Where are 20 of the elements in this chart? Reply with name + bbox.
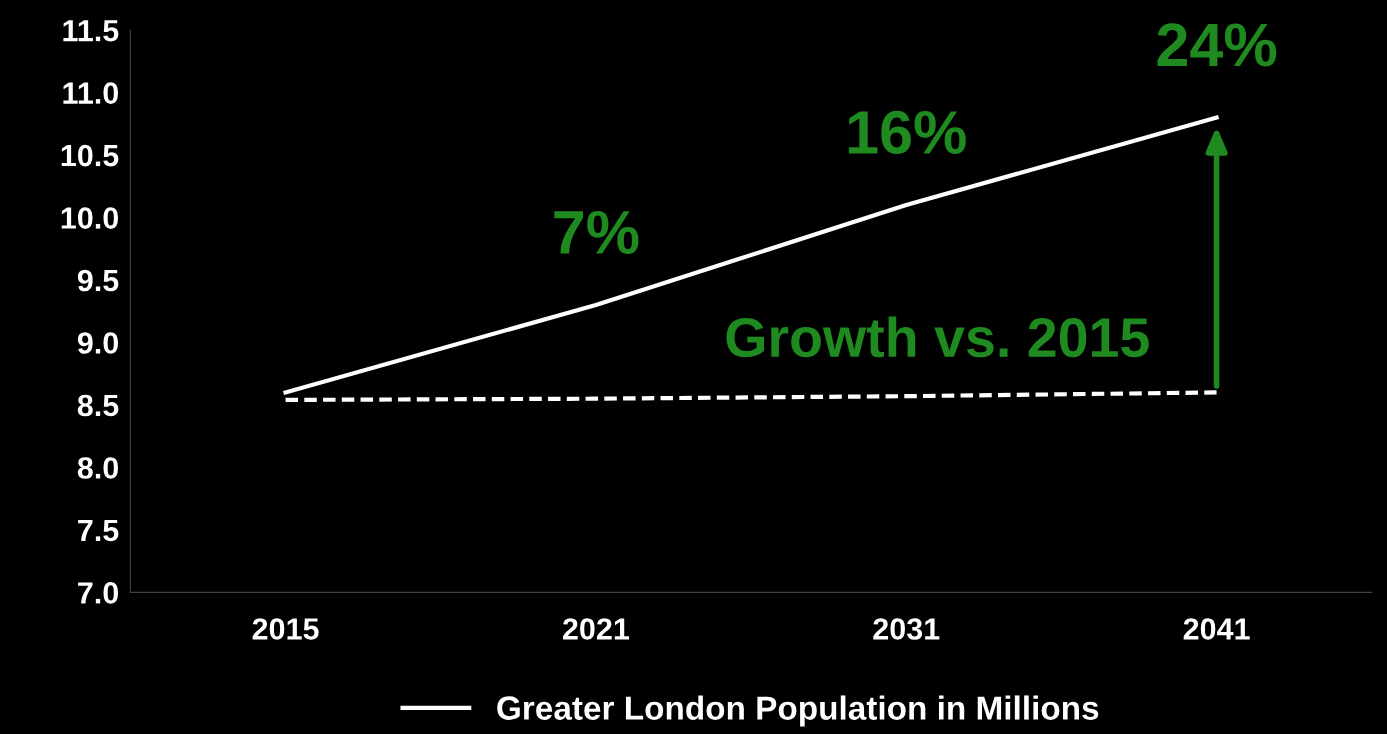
y-tick-label: 11.0 [63,82,119,104]
y-tick-label: 7.5 [78,519,119,542]
x-tick-label: 2015 [252,618,319,640]
annotation: 16% [848,110,966,155]
y-tick-label: 7.0 [78,582,119,604]
y-tick-label: 10.5 [61,144,119,167]
y-tick-label: 8.0 [77,457,119,479]
y-tick-label: 9.0 [77,332,119,354]
x-tick-label: 2041 [1183,618,1250,640]
x-tick-label: 2021 [562,618,630,640]
legend-label: Greater London Population in Millions [497,695,1099,727]
y-tick-label: 8.5 [77,394,119,417]
y-tick-label: 9.5 [77,269,119,292]
annotation: Growth vs. 2015 [726,316,1149,358]
y-tick-label: 11.5 [63,20,119,42]
annotation: 24% [1157,23,1277,67]
line-series [283,390,1219,403]
y-tick-label: 10.0 [61,207,119,229]
x-tick-label: 2031 [873,618,940,640]
annotation: 7% [554,210,639,254]
